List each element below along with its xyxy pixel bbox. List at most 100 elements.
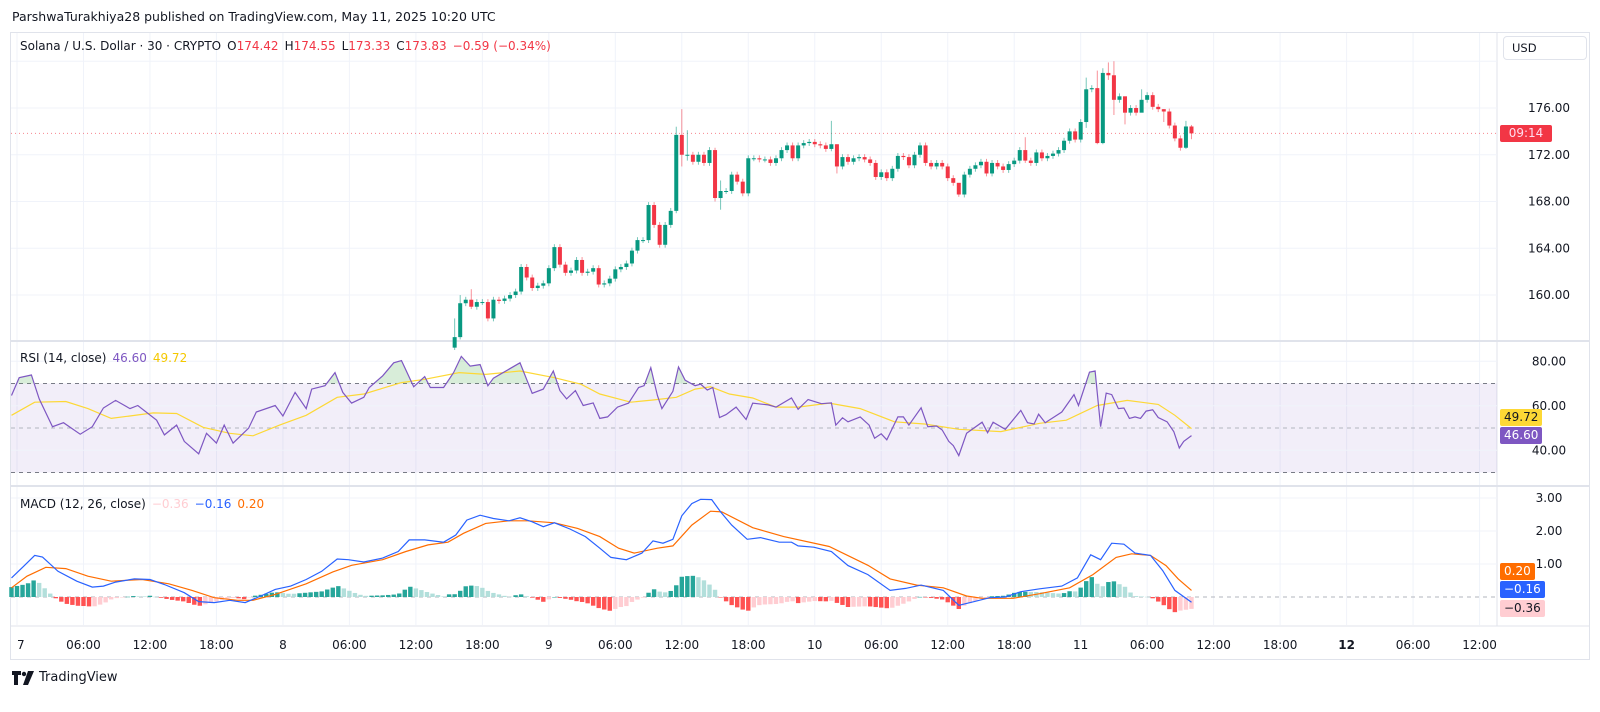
candle[interactable] bbox=[569, 267, 573, 276]
candle[interactable] bbox=[519, 264, 524, 295]
candle[interactable] bbox=[785, 142, 790, 154]
candle[interactable] bbox=[1084, 77, 1089, 128]
candle[interactable] bbox=[580, 257, 585, 276]
candle[interactable] bbox=[1050, 150, 1055, 159]
candle[interactable] bbox=[757, 155, 762, 163]
candle[interactable] bbox=[768, 156, 773, 166]
candle[interactable] bbox=[596, 265, 601, 288]
candle[interactable] bbox=[508, 292, 513, 302]
candle[interactable] bbox=[890, 165, 895, 182]
candle[interactable] bbox=[879, 169, 884, 180]
candle[interactable] bbox=[751, 155, 756, 162]
candle[interactable] bbox=[663, 221, 668, 248]
candle[interactable] bbox=[884, 169, 889, 182]
candle[interactable] bbox=[563, 261, 568, 276]
candle[interactable] bbox=[978, 158, 983, 169]
symbol-title[interactable]: Solana / U.S. Dollar · 30 · CRYPTO bbox=[20, 39, 222, 53]
candle[interactable] bbox=[1089, 85, 1094, 93]
candle[interactable] bbox=[624, 260, 629, 270]
candle[interactable] bbox=[956, 182, 961, 197]
candle[interactable] bbox=[873, 160, 878, 180]
candle[interactable] bbox=[840, 154, 845, 170]
candle[interactable] bbox=[635, 237, 640, 254]
candle[interactable] bbox=[851, 155, 856, 165]
candle[interactable] bbox=[995, 160, 1000, 170]
candle[interactable] bbox=[1034, 149, 1039, 166]
candle[interactable] bbox=[1134, 105, 1139, 116]
candle[interactable] bbox=[641, 237, 646, 244]
candle[interactable] bbox=[1017, 147, 1022, 164]
candle[interactable] bbox=[452, 318, 457, 350]
candle[interactable] bbox=[524, 264, 529, 281]
candle[interactable] bbox=[773, 155, 778, 166]
candle[interactable] bbox=[940, 160, 945, 170]
candle[interactable] bbox=[513, 288, 518, 298]
candle[interactable] bbox=[1156, 103, 1161, 113]
candle[interactable] bbox=[685, 130, 690, 161]
candle[interactable] bbox=[906, 154, 911, 169]
candle[interactable] bbox=[652, 202, 657, 228]
candle[interactable] bbox=[990, 160, 995, 177]
candle[interactable] bbox=[502, 295, 507, 304]
candle[interactable] bbox=[1001, 163, 1006, 173]
candle[interactable] bbox=[474, 299, 479, 310]
candle[interactable] bbox=[607, 275, 612, 287]
candle[interactable] bbox=[1067, 128, 1072, 144]
rsi-title[interactable]: RSI (14, close) bbox=[20, 351, 107, 365]
candle[interactable] bbox=[779, 147, 784, 162]
footer-brand[interactable]: TradingView bbox=[12, 670, 118, 685]
candle[interactable] bbox=[679, 109, 684, 167]
candle[interactable] bbox=[951, 175, 956, 186]
candle[interactable] bbox=[713, 147, 718, 202]
candle[interactable] bbox=[746, 155, 751, 197]
candle[interactable] bbox=[1039, 149, 1044, 162]
candle[interactable] bbox=[1189, 124, 1194, 140]
candle[interactable] bbox=[984, 158, 989, 177]
candle[interactable] bbox=[1095, 70, 1100, 145]
candle[interactable] bbox=[1150, 92, 1155, 110]
candle[interactable] bbox=[823, 142, 828, 152]
candle[interactable] bbox=[1062, 137, 1067, 154]
candle[interactable] bbox=[834, 144, 839, 174]
candle[interactable] bbox=[740, 178, 745, 197]
candle[interactable] bbox=[458, 295, 463, 340]
candle[interactable] bbox=[812, 138, 817, 148]
candle[interactable] bbox=[962, 171, 967, 198]
candle[interactable] bbox=[1100, 68, 1105, 145]
candle[interactable] bbox=[1045, 153, 1050, 162]
candle[interactable] bbox=[1111, 61, 1116, 116]
candle[interactable] bbox=[646, 202, 651, 244]
candle[interactable] bbox=[557, 244, 562, 268]
candle[interactable] bbox=[1006, 161, 1011, 173]
candle[interactable] bbox=[929, 160, 934, 170]
candle[interactable] bbox=[552, 244, 557, 272]
candle[interactable] bbox=[463, 296, 468, 307]
candle[interactable] bbox=[807, 138, 812, 146]
candle[interactable] bbox=[707, 147, 712, 166]
candle[interactable] bbox=[918, 142, 923, 158]
candle[interactable] bbox=[1117, 93, 1122, 103]
candle[interactable] bbox=[574, 257, 579, 274]
candle[interactable] bbox=[629, 247, 634, 267]
candle[interactable] bbox=[530, 274, 535, 291]
candle[interactable] bbox=[1012, 157, 1017, 168]
candle[interactable] bbox=[729, 171, 734, 194]
candle[interactable] bbox=[668, 207, 673, 228]
candle[interactable] bbox=[1145, 92, 1150, 103]
candle[interactable] bbox=[701, 151, 706, 166]
candle[interactable] bbox=[818, 141, 823, 149]
candle[interactable] bbox=[862, 154, 867, 163]
candle[interactable] bbox=[1183, 120, 1188, 149]
candle[interactable] bbox=[735, 171, 740, 185]
candle[interactable] bbox=[1128, 105, 1133, 116]
candle[interactable] bbox=[718, 180, 723, 210]
macd-title[interactable]: MACD (12, 26, close) bbox=[20, 497, 146, 511]
candle[interactable] bbox=[1123, 96, 1127, 125]
candle[interactable] bbox=[491, 296, 496, 322]
candle[interactable] bbox=[618, 264, 623, 273]
candle[interactable] bbox=[801, 140, 806, 149]
candle[interactable] bbox=[496, 296, 501, 304]
candle[interactable] bbox=[1073, 128, 1078, 143]
candle[interactable] bbox=[602, 280, 607, 288]
